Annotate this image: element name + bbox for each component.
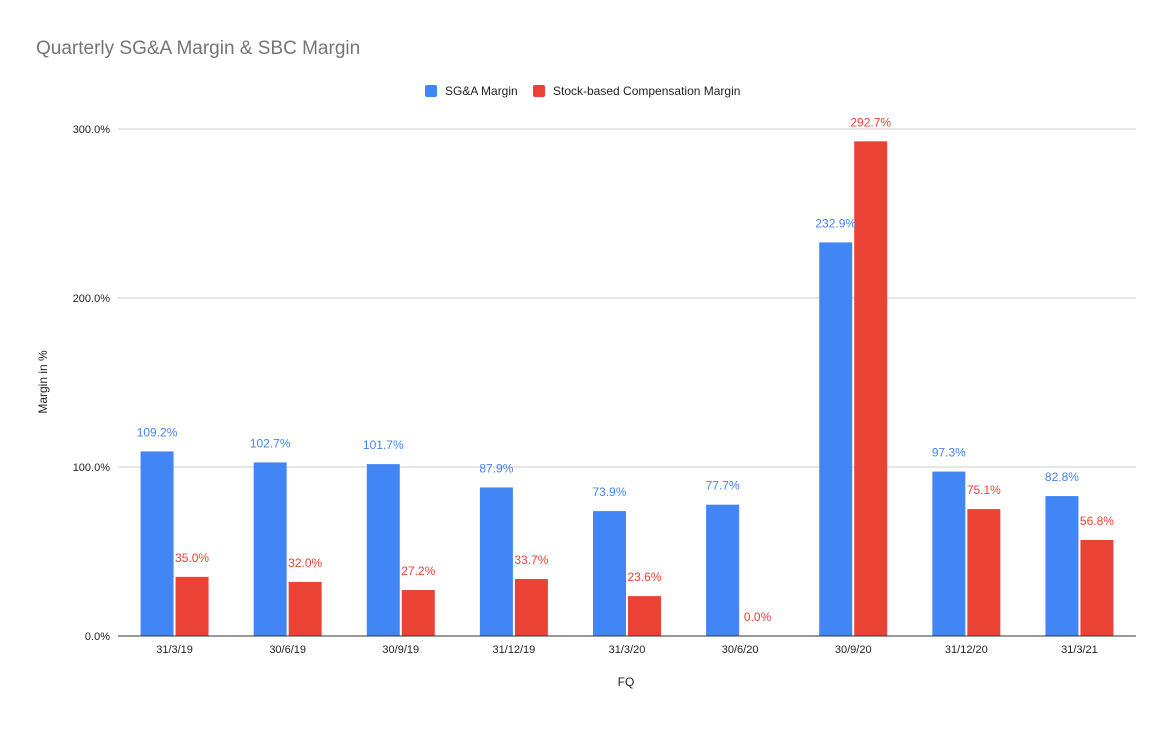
legend-swatch-sbc (533, 85, 545, 97)
data-label-sga: 102.7% (250, 436, 291, 450)
x-tick-label: 31/12/19 (492, 644, 535, 656)
y-axis-title: Margin in % (36, 350, 50, 414)
data-label-sbc: 75.1% (967, 483, 1001, 497)
x-tick-label: 30/6/19 (269, 644, 306, 656)
bar-sbc (514, 579, 548, 636)
bar-sga (479, 487, 513, 636)
x-tick-label: 30/9/20 (835, 644, 872, 656)
bar-sbc (1080, 540, 1114, 636)
y-tick-label: 100.0% (73, 462, 111, 474)
bar-sga (593, 511, 626, 636)
bar-sbc (854, 141, 888, 636)
data-label-sbc: 23.6% (627, 570, 661, 584)
data-label-sga: 101.7% (363, 438, 404, 452)
bar-sga (1045, 496, 1079, 636)
legend-label-sbc: Stock-based Compensation Margin (553, 84, 740, 98)
data-label-sga: 77.7% (706, 479, 740, 493)
data-label-sga: 87.9% (479, 461, 513, 475)
x-tick-label: 31/3/19 (156, 644, 193, 656)
bar-sbc (401, 590, 435, 636)
data-label-sbc: 33.7% (514, 553, 548, 567)
y-tick-label: 200.0% (73, 293, 111, 305)
chart-title: Quarterly SG&A Margin & SBC Margin (36, 38, 360, 59)
x-tick-label: 31/12/20 (945, 644, 988, 656)
bar-sga (932, 471, 966, 636)
y-axis-ticks: 0.0% 100.0% 200.0% 300.0% (73, 124, 111, 643)
data-label-sbc: 27.2% (401, 564, 435, 578)
data-label-sga: 97.3% (932, 446, 966, 460)
gridlines (118, 128, 1136, 468)
data-label-sga: 109.2% (137, 425, 178, 439)
data-label-sga: 73.9% (592, 485, 626, 499)
bar-sbc (175, 576, 209, 636)
bar-sga (140, 451, 174, 636)
x-tick-label: 31/3/20 (609, 644, 646, 656)
bar-sga (706, 504, 740, 636)
data-label-sga: 82.8% (1045, 470, 1079, 484)
x-axis-title: FQ (618, 675, 635, 689)
legend-swatch-sga (425, 85, 437, 97)
data-label-sga: 232.9% (815, 216, 856, 230)
x-tick-label: 30/6/20 (722, 644, 759, 656)
bar-sga (253, 462, 287, 636)
data-label-sbc: 32.0% (288, 556, 322, 570)
data-label-sbc: 292.7% (850, 115, 891, 129)
x-tick-label: 31/3/21 (1061, 644, 1098, 656)
legend-label-sga: SG&A Margin (445, 84, 518, 98)
bar-sbc (967, 509, 1001, 636)
data-labels: 109.2% 35.0% 102.7% 32.0% 101.7% 27.2% 87.9% 33… (137, 115, 1115, 624)
y-tick-label: 0.0% (85, 631, 110, 643)
bars (140, 141, 1114, 637)
x-tick-label: 30/9/19 (382, 644, 419, 656)
data-label-sbc: 0.0% (744, 610, 772, 624)
bar-sbc (628, 596, 661, 636)
bar-sbc (288, 581, 322, 636)
legend: SG&A Margin Stock-based Compensation Mar… (425, 84, 740, 98)
y-tick-label: 300.0% (73, 124, 111, 136)
data-label-sbc: 35.0% (175, 551, 209, 565)
x-axis-ticks: 31/3/19 30/6/19 30/9/19 31/12/19 31/3/20 30/6… (156, 644, 1098, 656)
bar-sga (819, 242, 853, 637)
data-label-sbc: 56.8% (1080, 514, 1114, 528)
bar-sga (366, 464, 400, 636)
